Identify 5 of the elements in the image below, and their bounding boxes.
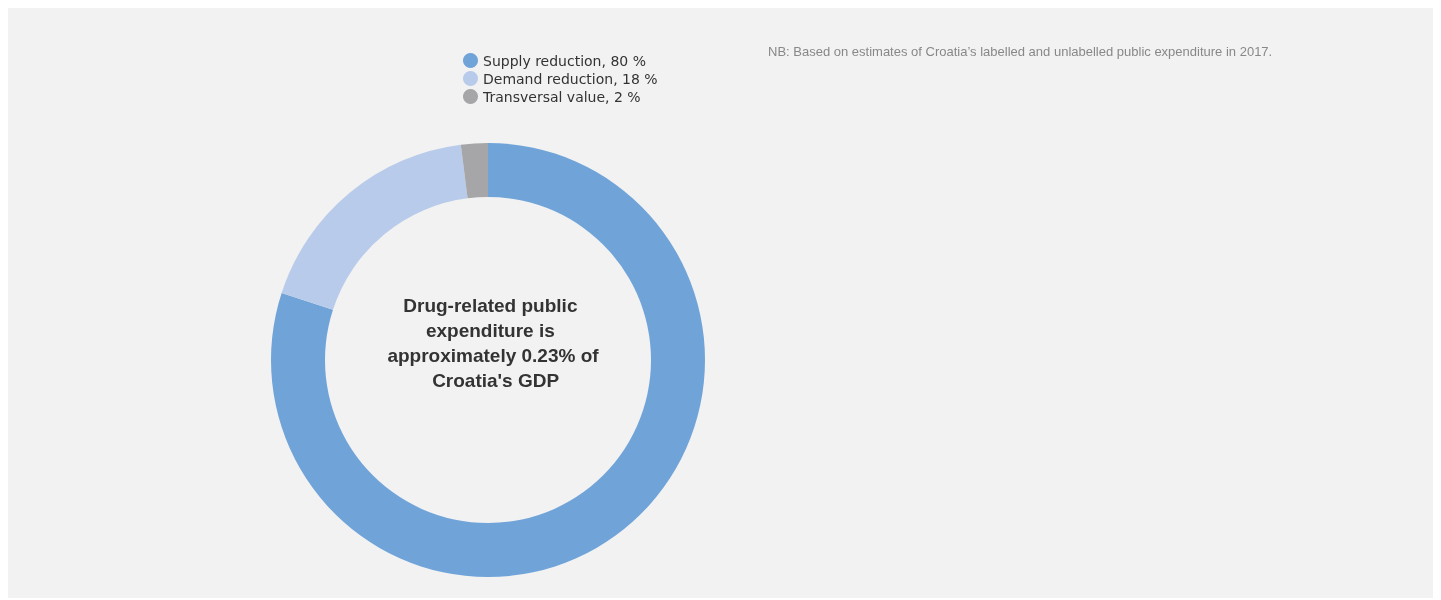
legend-label: Demand reduction, 18 %: [483, 70, 658, 87]
text: Drug-related public expenditure is approximately 0.23% of Croatia's GDP: [387, 295, 600, 391]
legend-label: Supply reduction, 80 %: [483, 52, 646, 69]
text: NB: Based on estimates of Croatia’s labelled and unlabelled public expenditure in 2017.: [768, 44, 1273, 59]
legend-label: Transversal value, 2 %: [482, 88, 641, 105]
